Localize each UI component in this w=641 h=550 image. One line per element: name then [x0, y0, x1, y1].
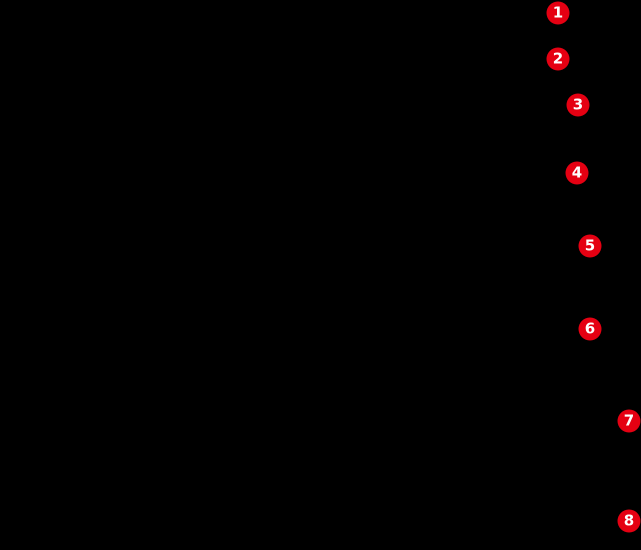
- callout-badge-8: 8: [617, 509, 641, 533]
- callout-badge-1: 1: [546, 1, 570, 25]
- callout-badge-5: 5: [578, 234, 602, 258]
- callout-badge-6: 6: [578, 317, 602, 341]
- callout-badge-3: 3: [566, 93, 590, 117]
- callout-badge-2: 2: [546, 47, 570, 71]
- callout-badge-4: 4: [565, 161, 589, 185]
- callout-badge-7: 7: [617, 409, 641, 433]
